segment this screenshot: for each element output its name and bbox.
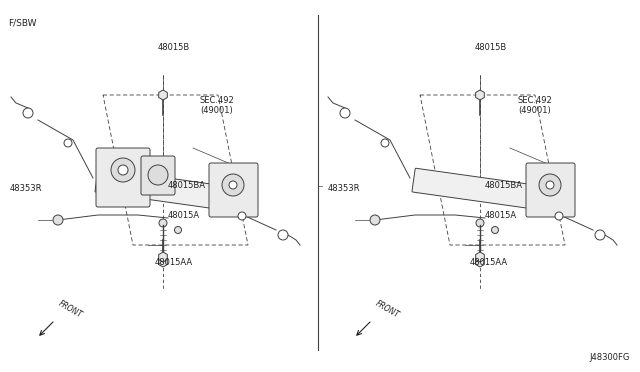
FancyBboxPatch shape (96, 148, 150, 207)
Circle shape (159, 219, 167, 227)
Circle shape (476, 219, 484, 227)
Text: 48353R: 48353R (10, 183, 42, 192)
Circle shape (539, 174, 561, 196)
Text: 48015BA: 48015BA (168, 180, 206, 189)
Text: SEC.492: SEC.492 (200, 96, 235, 105)
Circle shape (340, 108, 350, 118)
FancyBboxPatch shape (526, 163, 575, 217)
Text: 48015A: 48015A (168, 211, 200, 219)
Text: 48015AA: 48015AA (155, 258, 193, 267)
Text: FRONT: FRONT (374, 299, 401, 320)
Text: 48015B: 48015B (158, 43, 190, 52)
Text: (49001): (49001) (518, 106, 551, 115)
Circle shape (222, 174, 244, 196)
Circle shape (53, 215, 63, 225)
Circle shape (278, 230, 288, 240)
Text: 48353R: 48353R (328, 183, 360, 192)
Text: J48300FG: J48300FG (589, 353, 630, 362)
FancyBboxPatch shape (95, 168, 239, 212)
Circle shape (175, 227, 182, 234)
Circle shape (148, 165, 168, 185)
Text: SEC.492: SEC.492 (518, 96, 553, 105)
Circle shape (64, 139, 72, 147)
Circle shape (229, 181, 237, 189)
Circle shape (381, 139, 389, 147)
Text: 48015AA: 48015AA (470, 258, 508, 267)
FancyBboxPatch shape (412, 168, 556, 212)
Circle shape (555, 212, 563, 220)
FancyBboxPatch shape (209, 163, 258, 217)
FancyBboxPatch shape (141, 156, 175, 195)
Text: F/SBW: F/SBW (8, 18, 36, 27)
Circle shape (238, 212, 246, 220)
Circle shape (492, 227, 499, 234)
Circle shape (118, 165, 128, 175)
Circle shape (546, 181, 554, 189)
Text: 48015B: 48015B (475, 43, 508, 52)
Circle shape (23, 108, 33, 118)
Circle shape (370, 215, 380, 225)
Text: (49001): (49001) (200, 106, 233, 115)
Circle shape (595, 230, 605, 240)
Circle shape (111, 158, 135, 182)
Text: 48015A: 48015A (485, 211, 517, 219)
Text: 48015BA: 48015BA (485, 180, 523, 189)
Text: FRONT: FRONT (57, 299, 84, 320)
